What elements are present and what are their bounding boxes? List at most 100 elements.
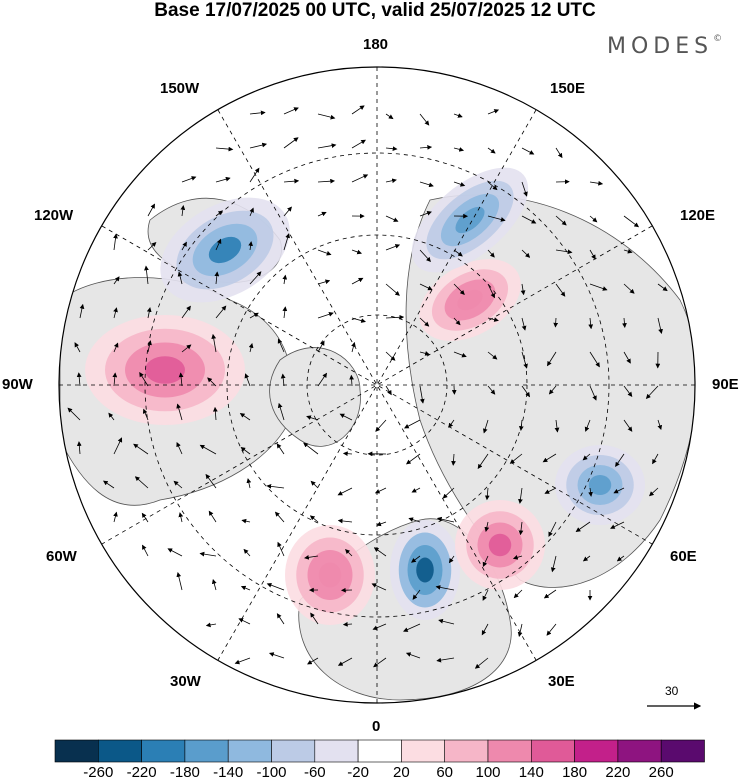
wind-arrow [385,215,399,222]
wind-arrow [246,478,252,489]
wind-arrow [215,146,234,152]
wind-arrow [373,547,387,557]
colorbar-tick-label: -60 [303,764,326,781]
wind-arrow [240,446,251,455]
lon-label-60e: 60E [670,548,697,565]
wind-arrow [147,340,152,353]
wind-arrow [582,555,591,562]
wind-arrow [481,623,489,636]
wind-arrow [451,453,456,466]
wind-arrow [317,113,336,120]
wind-arrow [575,521,591,532]
lon-label-60w: 60W [46,548,77,565]
wind-arrow [351,249,362,255]
colorbar-swatch [314,739,359,763]
colorbar-swatch [530,739,575,763]
wind-arrow [589,249,596,260]
wind-arrow [76,441,82,455]
colorbar-tick-label: -20 [347,764,369,781]
colorbar-tick-label: 60 [436,764,454,781]
wind-arrow [442,487,455,499]
wind-arrow [337,518,353,524]
wind-arrow [405,652,421,659]
anomaly-bering-low [455,206,485,234]
wind-arrow [211,578,217,591]
wind-arrow [215,176,231,183]
wind-arrow [342,621,353,627]
anomaly-atlantic-high [318,562,342,588]
wind-arrow [282,274,288,285]
wind-arrow [482,555,489,567]
colorbar-swatch [487,739,532,763]
wind-arrow [385,351,396,361]
wind-arrow [521,215,537,224]
wind-arrow [589,215,598,223]
wind-arrow [544,487,557,494]
wind-arrow [351,105,365,115]
wind-arrow [337,487,353,496]
wind-arrow [419,144,433,150]
wind-arrow [234,657,251,665]
wind-arrow [477,453,489,470]
wind-arrow [372,623,387,631]
wind-arrow [588,317,594,330]
wind-arrow [453,317,461,326]
wind-arrow [419,249,431,262]
wind-arrow [240,585,251,591]
colorbar-tick-label: 100 [475,764,501,781]
wind-arrow [615,453,625,467]
wind-arrow [588,487,593,497]
colorbar-tick-label: -140 [213,764,244,781]
wind-arrow [613,487,625,494]
wind-arrow [283,107,299,115]
wind-arrow [176,441,183,455]
wind-arrow [310,480,319,489]
wind-arrow [482,419,489,434]
reference-vector-label: 30 [665,684,679,698]
wind-arrow [249,271,262,285]
wind-arrow [453,249,463,257]
wind-arrow [645,385,659,399]
wind-arrow [548,521,557,537]
anomaly-central-asia-low [588,475,612,495]
wind-arrow [375,419,387,432]
colorbar-swatch [574,739,619,763]
wind-arrow [657,419,663,431]
wind-arrow [474,657,489,669]
anomaly-russia-high [488,533,512,557]
wind-arrow [376,521,387,527]
wind-arrow [371,583,387,591]
wind-arrow [317,372,327,387]
wind-arrow [307,657,319,665]
lon-label-180: 180 [363,36,389,53]
wind-arrow [249,142,268,149]
wind-arrow [249,110,266,116]
wind-arrow [453,351,467,358]
wind-arrow [419,283,433,291]
wind-arrow [649,487,659,497]
wind-arrow [448,555,455,564]
wind-arrow [436,657,455,663]
wind-arrow [453,147,465,152]
wind-arrow [339,413,353,421]
wind-arrow [215,210,224,217]
wind-arrow [487,181,498,191]
wind-arrow [419,181,434,188]
lon-label-30w: 30W [170,673,201,690]
wind-arrow [142,544,149,557]
wind-arrow [589,180,604,186]
wind-arrow [547,351,557,367]
wind-arrow [521,181,528,197]
wind-arrow [487,351,498,360]
wind-arrow [178,512,184,523]
colorbar-tick-label: -220 [126,764,157,781]
wind-arrow [521,385,531,398]
wind-arrow [139,371,149,387]
wind-arrow [487,147,496,154]
wind-arrow [657,317,663,334]
lat-lon-grid [59,67,695,703]
wind-arrow [484,487,490,501]
wind-arrow [181,305,191,319]
wind-arrow [277,338,285,353]
wind-arrow [113,511,118,523]
